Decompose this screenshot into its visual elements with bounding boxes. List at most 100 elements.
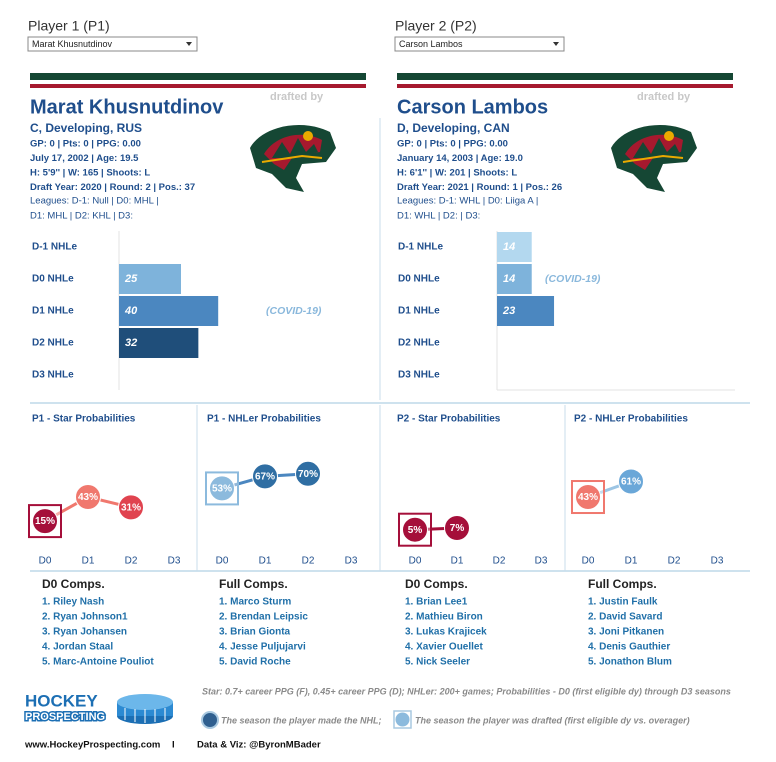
website[interactable]: www.HockeyProspecting.com <box>24 740 160 751</box>
chart-title: P2 - Star Probabilities <box>397 414 501 425</box>
category-label: D2 NHLe <box>398 338 440 349</box>
legend-icons <box>201 710 412 729</box>
point-label: 15% <box>35 516 55 527</box>
bar <box>119 328 199 358</box>
point-label: 31% <box>121 502 141 513</box>
stripe-green <box>30 73 366 80</box>
category-label: D-1 NHLe <box>398 242 443 253</box>
bar <box>497 264 532 294</box>
x-tick-label: D0 <box>582 556 595 567</box>
logo-bottom: PROSPECTING <box>25 711 105 723</box>
team-logo <box>249 124 337 193</box>
point-label: 70% <box>298 469 318 480</box>
category-label: D-1 NHLe <box>32 242 77 253</box>
comp-item: 4. Denis Gauthier <box>588 642 670 653</box>
legend-nhl: The season the player made the NHL; <box>221 715 382 725</box>
player-dropdown-value: Carson Lambos <box>399 39 463 49</box>
player-info: GP: 0 | Pts: 0 | PPG: 0.00 <box>30 139 141 150</box>
bar-value-label: 23 <box>502 305 515 317</box>
probability-point <box>118 494 144 521</box>
player-dropdown[interactable] <box>27 36 198 52</box>
comp-item: 2. Ryan Johnson1 <box>42 612 128 623</box>
point-label: 43% <box>78 492 98 503</box>
probability-point <box>32 508 58 535</box>
x-tick-label: D2 <box>125 556 138 567</box>
dropdown-arrow <box>186 42 192 46</box>
player-selector-label: Player 1 (P1) <box>28 18 110 34</box>
comp-item: 5. Jonathon Blum <box>588 657 672 668</box>
player-info: January 14, 2003 | Age: 19.0 <box>397 153 523 164</box>
x-tick-label: D2 <box>668 556 681 567</box>
x-tick-label: D0 <box>39 556 52 567</box>
probability-point <box>295 460 321 487</box>
comp-item: 1. Marco Sturm <box>219 597 291 608</box>
comp-item: 3. Lukas Krajicek <box>405 627 487 638</box>
chart-title: P1 - NHLer Probabilities <box>207 414 321 425</box>
player-info: Draft Year: 2020 | Round: 2 | Pos.: 37 <box>30 182 195 193</box>
probability-point <box>252 463 278 490</box>
category-label: D3 NHLe <box>398 370 440 381</box>
comps-title: Full Comps. <box>219 577 288 591</box>
stripe-red <box>30 84 366 88</box>
player-info: H: 6'1'' | W: 201 | Shoots: L <box>397 168 517 179</box>
drafted-by: drafted by <box>637 91 691 103</box>
drafted-by: drafted by <box>270 91 324 103</box>
point-label: 67% <box>255 472 275 483</box>
position-line: C, Developing, RUS <box>30 121 142 135</box>
probability-point <box>402 516 428 543</box>
x-tick-label: D1 <box>625 556 638 567</box>
comp-item: 2. Brendan Leipsic <box>219 612 308 623</box>
position-line: D, Developing, CAN <box>397 121 510 135</box>
legend-drafted: The season the player was drafted (first… <box>415 715 690 725</box>
category-label: D1 NHLe <box>32 306 74 317</box>
x-tick-label: D0 <box>216 556 229 567</box>
comps-title: D0 Comps. <box>405 577 468 591</box>
annotation: (COVID-19) <box>266 305 322 317</box>
player-selector-label: Player 2 (P2) <box>395 18 477 34</box>
x-tick-label: D2 <box>493 556 506 567</box>
x-tick-label: D2 <box>302 556 315 567</box>
bar-value-label: 32 <box>125 337 137 349</box>
player-leagues: Leagues: D-1: Null | D0: MHL | <box>30 196 159 207</box>
comp-item: 1. Brian Lee1 <box>405 597 468 608</box>
probability-point <box>209 475 235 502</box>
bar <box>497 232 532 262</box>
comp-item: 2. David Savard <box>588 612 662 623</box>
chart-title: P1 - Star Probabilities <box>32 414 136 425</box>
chart-title: P2 - NHLer Probabilities <box>574 414 688 425</box>
comp-item: 5. Marc-Antoine Pouliot <box>42 657 154 668</box>
player-leagues: D1: MHL | D2: KHL | D3: <box>30 211 133 222</box>
bar <box>119 296 219 326</box>
comps-title: D0 Comps. <box>42 577 105 591</box>
bar <box>119 264 181 294</box>
comp-item: 1. Riley Nash <box>42 597 104 608</box>
comp-item: 3. Brian Gionta <box>219 627 291 638</box>
comp-item: 1. Justin Faulk <box>588 597 658 608</box>
team-logo <box>610 124 698 193</box>
comp-item: 4. Jesse Puljujarvi <box>219 642 306 653</box>
dropdown-arrow <box>553 42 559 46</box>
comps-title: Full Comps. <box>588 577 657 591</box>
probability-point <box>444 514 470 541</box>
player-dropdown[interactable] <box>394 36 565 52</box>
bar-value-label: 40 <box>124 305 138 317</box>
probability-point <box>618 468 644 495</box>
player-name: Carson Lambos <box>397 96 548 118</box>
bar-value-label: 14 <box>503 273 515 285</box>
comp-item: 4. Xavier Ouellet <box>405 642 483 653</box>
player-dropdown-value: Marat Khusnutdinov <box>32 39 113 49</box>
comp-item: 3. Joni Pitkanen <box>588 627 664 638</box>
category-label: D1 NHLe <box>398 306 440 317</box>
player-name: Marat Khusnutdinov <box>30 96 224 118</box>
stripe-green <box>397 73 733 80</box>
point-label: 7% <box>450 523 465 534</box>
player-leagues: Leagues: D-1: WHL | D0: Liiga A | <box>397 196 538 207</box>
footer-separator: I <box>172 740 175 751</box>
probability-point <box>575 484 601 511</box>
stripe-red <box>397 84 733 88</box>
footer-logo-puck <box>117 694 173 724</box>
player-info: July 17, 2002 | Age: 19.5 <box>30 153 139 164</box>
point-label: 5% <box>408 525 423 536</box>
x-tick-label: D3 <box>345 556 358 567</box>
bar <box>497 296 555 326</box>
